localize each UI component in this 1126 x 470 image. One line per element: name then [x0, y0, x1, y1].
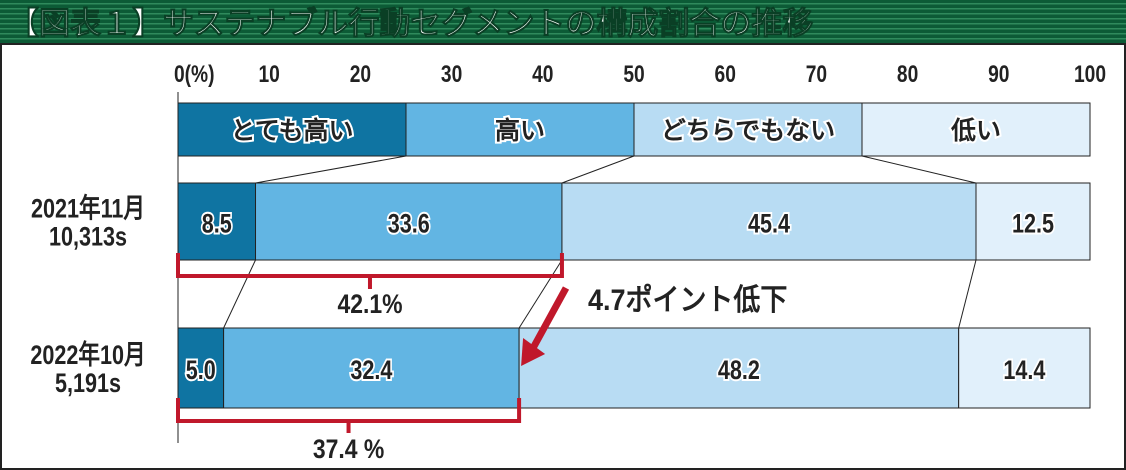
category-label: 2022年10月 — [30, 339, 145, 371]
x-tick-label: 80 — [897, 60, 918, 88]
bar-data-label: 5.0 — [186, 356, 216, 386]
connector-line — [861, 155, 977, 184]
bar-data-label: 12.5 — [1012, 209, 1054, 239]
change-arrow-head — [521, 338, 546, 366]
change-annotation: 4.7ポイント低下 — [588, 284, 787, 318]
x-tick-label: 60 — [715, 60, 736, 88]
chart-title: 【図表１】サステナブル行動セグメントの構成割合の推移 — [8, 6, 813, 41]
connector-line — [255, 155, 407, 184]
title-bar — [0, 0, 1126, 44]
bar-data-label: 32.4 — [350, 356, 392, 386]
bar-segment — [561, 182, 977, 261]
x-tick-label: 10 — [259, 60, 280, 88]
legend-label: 低い — [950, 117, 1001, 145]
sample-size-label: 5,191s — [55, 369, 121, 399]
category-label: 2021年11月 — [31, 192, 145, 224]
bar-segment — [177, 182, 257, 261]
bar-segment — [958, 327, 1091, 409]
x-tick-label: 0(%) — [174, 60, 215, 88]
legend-swatch-2 — [405, 102, 635, 157]
connector-line — [958, 259, 977, 329]
connector-line — [561, 155, 635, 184]
bar-segment — [518, 327, 960, 409]
bar-segment — [177, 327, 225, 409]
x-tick-label: 70 — [806, 60, 827, 88]
x-tick-label: 100 — [1074, 60, 1106, 88]
legend-swatch-4 — [861, 102, 1091, 157]
x-tick-label: 50 — [623, 60, 644, 88]
connector-line — [518, 259, 563, 329]
x-tick-label: 90 — [988, 60, 1009, 88]
bar-segment — [223, 327, 520, 409]
bracket-total-label: 37.4 % — [313, 434, 384, 464]
legend-swatch-1 — [177, 102, 407, 157]
legend-label: 高い — [495, 116, 545, 145]
legend-label: どちらでもない — [661, 117, 835, 145]
bar-data-label: 33.6 — [388, 209, 430, 239]
legend-label: とても高い — [230, 116, 353, 145]
x-tick-label: 20 — [350, 60, 371, 88]
bracket-total-label: 42.1% — [337, 289, 402, 319]
bar-segment — [975, 182, 1091, 261]
connector-line — [223, 259, 256, 329]
bar-data-label: 8.5 — [202, 209, 232, 239]
x-tick-label: 30 — [441, 60, 462, 88]
bracket — [176, 253, 564, 289]
bar-data-label: 48.2 — [718, 356, 760, 386]
change-arrow-shaft — [530, 286, 570, 350]
sample-size-label: 10,313s — [49, 222, 127, 252]
bar-data-label: 14.4 — [1003, 356, 1045, 386]
frame — [0, 43, 1126, 470]
bar-data-label: 45.4 — [748, 209, 790, 239]
x-tick-label: 40 — [532, 60, 553, 88]
bracket — [176, 398, 522, 433]
